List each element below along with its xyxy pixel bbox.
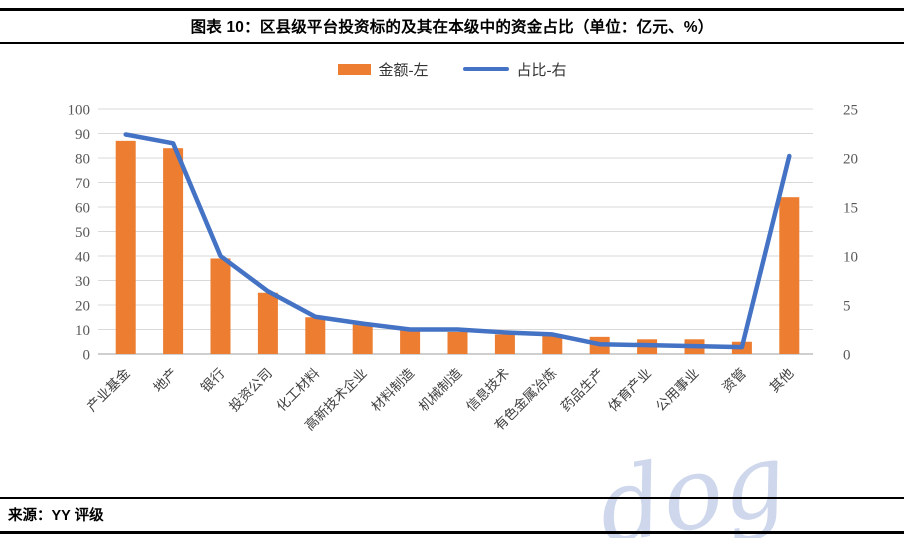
x-axis-category-label: 地产 [151, 366, 181, 396]
y-axis-tick-label: 60 [75, 201, 90, 217]
secondary-y-axis-tick-label: 10 [843, 250, 858, 266]
bar [400, 329, 421, 354]
x-axis-category-label: 银行 [198, 366, 228, 396]
x-axis-category-label: 机械制造 [416, 365, 465, 414]
y-axis-tick-label: 80 [75, 152, 90, 168]
y-axis-tick-label: 90 [75, 127, 90, 143]
x-axis-category-label: 其他 [767, 366, 797, 396]
x-axis-category-label: 产业基金 [83, 364, 133, 414]
bar [447, 331, 468, 354]
legend-item-amount: 金额-左 [337, 59, 429, 80]
line-series-swatch [462, 67, 509, 71]
legend-label: 占比-右 [516, 62, 567, 79]
bar [210, 258, 231, 354]
line-series [123, 132, 792, 350]
y-axis-tick-label: 100 [68, 103, 91, 119]
bar [115, 140, 136, 354]
legend-label: 金额-左 [378, 62, 429, 79]
secondary-y-axis-tick-label: 25 [843, 103, 858, 119]
bar [163, 148, 184, 354]
y-axis-tick-label: 0 [83, 348, 91, 364]
x-axis-category-label: 投资公司 [226, 366, 275, 415]
x-axis-category-label: 资管 [719, 366, 749, 396]
y-axis-tick-label: 40 [75, 250, 90, 266]
legend-item-share: 占比-右 [462, 59, 567, 80]
y-axis-tick-label: 70 [75, 176, 90, 192]
chart-legend: 金额-左 占比-右 [0, 58, 904, 80]
x-axis-category-label: 材料制造 [368, 365, 417, 414]
bar [779, 197, 800, 354]
bar [257, 292, 278, 354]
bar [352, 324, 373, 354]
bar [305, 317, 326, 354]
bar [494, 334, 515, 354]
secondary-y-axis-tick-label: 15 [843, 201, 858, 217]
source-note: 来源：YY 评级 [8, 508, 104, 524]
secondary-y-axis-tick-label: 20 [843, 152, 858, 168]
secondary-y-axis-tick-label: 5 [843, 299, 851, 315]
y-axis-tick-label: 50 [75, 225, 90, 241]
x-axis-category-label: 药品生产 [558, 366, 607, 415]
x-axis-category-label: 体育产业 [605, 366, 654, 415]
x-axis-category-label: 公用事业 [653, 366, 702, 415]
y-axis-tick-label: 30 [75, 274, 90, 290]
bar [542, 334, 563, 354]
secondary-y-axis-tick-label: 0 [843, 348, 851, 364]
y-axis-tick-label: 10 [75, 323, 90, 339]
top-rule [0, 8, 904, 11]
x-axis-category-label: 化工材料 [274, 365, 323, 414]
figure-title: 图表 10：区县级平台投资标的及其在本级中的资金占比（单位：亿元、%） [190, 19, 714, 36]
footer-top-rule [0, 497, 904, 499]
title-bottom-rule [0, 42, 904, 44]
bar-series-swatch [337, 63, 371, 75]
footer-bottom-rule [0, 531, 904, 534]
x-axis-category-label: 信息技术 [463, 365, 512, 414]
y-axis-tick-label: 20 [75, 299, 90, 315]
